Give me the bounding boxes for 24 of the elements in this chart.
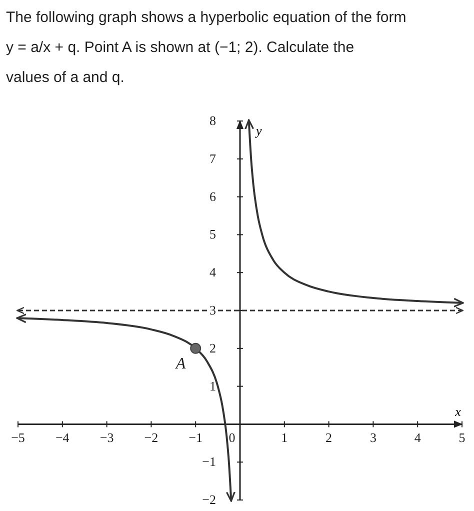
x-tick-label: 0 xyxy=(228,430,236,446)
x-axis-title: x xyxy=(454,404,462,420)
y-tick-label: 8 xyxy=(210,113,216,128)
y-tick-label: 2 xyxy=(210,340,216,356)
x-tick-label: 1 xyxy=(281,430,288,446)
x-tick-label: −3 xyxy=(100,430,114,446)
x-tick-label: 5 xyxy=(458,430,466,446)
y-tick-label: −2 xyxy=(202,492,216,507)
y-tick-label: 7 xyxy=(210,150,216,166)
y-tick-label: 1 xyxy=(210,378,216,394)
x-tick-label: −1 xyxy=(188,430,203,446)
chart-title: The following graph shows a hyperbolic equation of the form y = a/x + q. Point A is shown at (−1; 2). Calculate the values of a and q. xyxy=(6,9,406,86)
x-tick-label: 4 xyxy=(414,430,422,446)
x-tick-label: −4 xyxy=(55,430,70,446)
y-tick-label: 6 xyxy=(210,188,216,204)
x-tick-label: 3 xyxy=(370,430,376,446)
y-tick-label: 5 xyxy=(210,226,216,242)
y-tick-label: 4 xyxy=(210,264,216,280)
x-tick-label: 2 xyxy=(326,430,332,446)
y-axis-title: y xyxy=(254,123,262,138)
y-tick-label: −1 xyxy=(202,454,216,470)
x-tick-label: −5 xyxy=(11,430,25,446)
annotation: A xyxy=(174,355,186,372)
x-tick-label: −2 xyxy=(144,430,158,446)
